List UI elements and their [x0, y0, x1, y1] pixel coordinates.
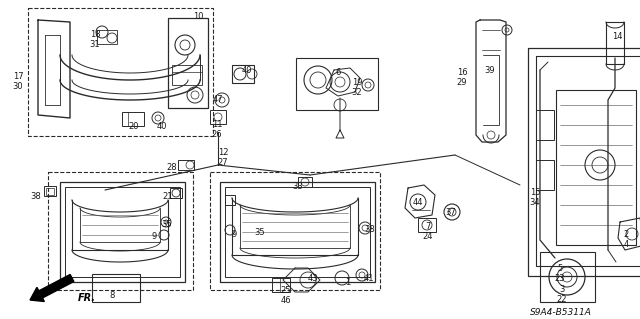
Text: 14: 14 — [612, 32, 622, 41]
Text: 39: 39 — [484, 66, 495, 75]
Text: 28: 28 — [166, 163, 177, 172]
Bar — [168, 18, 208, 108]
Text: 15
34: 15 34 — [530, 188, 540, 207]
Bar — [225, 187, 370, 277]
Bar — [97, 30, 117, 44]
Text: 40: 40 — [157, 122, 167, 131]
Text: 19
32: 19 32 — [352, 78, 362, 97]
Text: 17
30: 17 30 — [13, 72, 23, 92]
Text: 3
22: 3 22 — [557, 285, 567, 304]
Text: 33: 33 — [292, 182, 303, 191]
Bar — [298, 177, 312, 187]
Text: 38: 38 — [31, 192, 42, 201]
Text: 9: 9 — [232, 230, 237, 239]
Bar — [528, 48, 640, 276]
Text: 2
4: 2 4 — [623, 230, 628, 249]
Text: 44: 44 — [413, 198, 423, 207]
Text: 6: 6 — [335, 68, 340, 77]
Text: 25
46: 25 46 — [281, 286, 291, 305]
Text: 9: 9 — [152, 232, 157, 241]
Text: 18
31: 18 31 — [90, 30, 100, 49]
Bar — [225, 195, 235, 205]
Bar — [540, 252, 595, 302]
Bar — [210, 110, 226, 124]
Bar — [65, 187, 180, 277]
Bar — [536, 110, 554, 140]
Bar — [210, 172, 380, 290]
Bar — [272, 278, 290, 292]
Bar — [48, 172, 193, 290]
Text: 40: 40 — [242, 66, 252, 75]
Bar — [44, 186, 56, 196]
Text: 16
29: 16 29 — [457, 68, 467, 87]
Text: FR.: FR. — [78, 293, 96, 303]
Bar — [28, 8, 213, 136]
Text: 35: 35 — [162, 220, 172, 229]
FancyArrow shape — [30, 274, 74, 301]
Text: 11
26: 11 26 — [212, 120, 222, 139]
Text: 12
27: 12 27 — [218, 148, 228, 167]
Text: 21: 21 — [163, 192, 173, 201]
Text: 20: 20 — [129, 122, 140, 131]
Bar — [92, 274, 140, 302]
Bar — [46, 188, 54, 195]
Bar — [418, 218, 436, 232]
Text: 38: 38 — [365, 225, 376, 234]
Text: 35: 35 — [255, 228, 266, 237]
Bar — [178, 160, 194, 170]
Text: S9A4-B5311A: S9A4-B5311A — [530, 308, 592, 317]
Bar — [296, 58, 378, 110]
Text: 37: 37 — [445, 208, 456, 217]
Text: 43: 43 — [308, 274, 318, 283]
Text: 47: 47 — [212, 95, 223, 104]
Text: 8: 8 — [109, 291, 115, 300]
Text: 5
23: 5 23 — [555, 264, 565, 283]
Text: 10: 10 — [193, 12, 204, 21]
Bar — [536, 160, 554, 190]
Bar — [60, 182, 185, 282]
Text: 7
24: 7 24 — [423, 222, 433, 241]
Bar — [536, 56, 640, 266]
Bar — [172, 65, 202, 85]
Bar — [170, 188, 182, 198]
Bar — [220, 182, 375, 282]
Text: 1: 1 — [346, 278, 351, 287]
Bar — [556, 90, 636, 245]
Bar — [232, 65, 254, 83]
Bar — [122, 112, 144, 126]
Text: 41: 41 — [364, 274, 374, 283]
Bar — [606, 22, 624, 64]
